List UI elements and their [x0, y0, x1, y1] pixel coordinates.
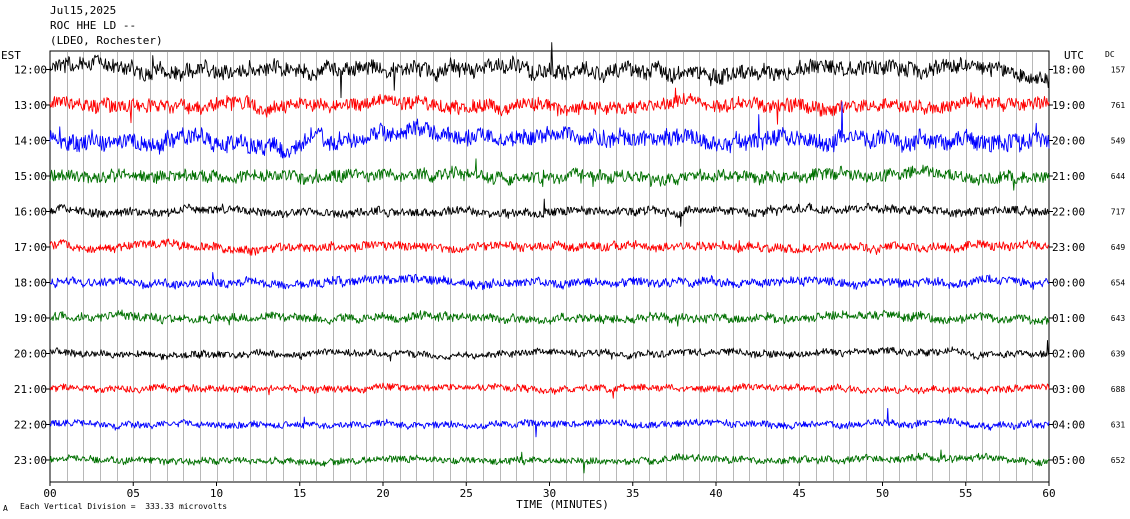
x-tick-label: 30 — [543, 487, 556, 500]
chart-date: Jul15,2025 — [50, 4, 117, 17]
dc-offset-label: 549 — [1111, 137, 1126, 146]
seismic-trace — [49, 309, 1050, 327]
x-tick-label: 45 — [793, 487, 806, 500]
est-hour-label: 15:00 — [14, 170, 47, 183]
dc-offset-label: 652 — [1111, 456, 1126, 465]
seismic-trace — [49, 101, 1050, 159]
dc-axis-label: DC — [1105, 50, 1115, 59]
est-hour-label: 20:00 — [14, 348, 47, 361]
seismic-trace — [49, 449, 1050, 474]
station-network: (LDEO, Rochester) — [50, 34, 163, 47]
utc-hour-label: 18:00 — [1052, 64, 1085, 77]
dc-offset-label: 761 — [1111, 101, 1126, 110]
est-axis-label: EST — [1, 49, 21, 62]
dc-offset-label: 717 — [1111, 208, 1126, 217]
seismic-trace — [49, 87, 1050, 125]
est-hour-label: 21:00 — [14, 383, 47, 396]
est-hour-label: 22:00 — [14, 419, 47, 432]
x-tick-label: 50 — [876, 487, 889, 500]
utc-hour-label: 02:00 — [1052, 348, 1085, 361]
x-tick-label: 25 — [460, 487, 473, 500]
utc-hour-label: 00:00 — [1052, 277, 1085, 290]
x-tick-label: 10 — [210, 487, 223, 500]
x-tick-label: 55 — [959, 487, 972, 500]
x-tick-label: 15 — [293, 487, 306, 500]
x-tick-label: 40 — [709, 487, 722, 500]
est-hour-label: 12:00 — [14, 64, 47, 77]
dc-offset-label: 631 — [1111, 421, 1126, 430]
station-code: ROC HHE LD -- — [50, 19, 137, 32]
x-axis-label: TIME (MINUTES) — [516, 498, 609, 511]
est-hour-label: 16:00 — [14, 206, 47, 219]
dc-offset-label: 654 — [1111, 279, 1126, 288]
utc-hour-label: 04:00 — [1052, 419, 1085, 432]
est-hour-label: 13:00 — [14, 99, 47, 112]
dc-offset-label: 644 — [1111, 172, 1126, 181]
seismic-trace — [49, 407, 1050, 438]
plot-frame — [49, 50, 1050, 483]
seismic-trace — [49, 238, 1050, 256]
footer-mark: A — [3, 504, 8, 513]
utc-axis-label: UTC — [1064, 49, 1084, 62]
utc-hour-label: 01:00 — [1052, 312, 1085, 325]
seismic-trace — [49, 198, 1050, 227]
x-tick-label: 00 — [43, 487, 56, 500]
x-tick-label: 35 — [626, 487, 639, 500]
x-tick-label: 60 — [1042, 487, 1055, 500]
x-tick-label: 05 — [127, 487, 140, 500]
dc-offset-label: 639 — [1111, 350, 1126, 359]
utc-hour-label: 05:00 — [1052, 454, 1085, 467]
utc-hour-label: 20:00 — [1052, 135, 1085, 148]
x-tick-label: 20 — [376, 487, 389, 500]
est-hour-label: 14:00 — [14, 135, 47, 148]
utc-hour-label: 19:00 — [1052, 99, 1085, 112]
seismic-trace — [49, 158, 1050, 191]
seismic-trace — [49, 339, 1050, 362]
utc-hour-label: 21:00 — [1052, 170, 1085, 183]
dc-offset-label: 643 — [1111, 314, 1126, 323]
scale-note: Each Vertical Division = 333.33 microvol… — [20, 502, 228, 511]
dc-offset-label: 157 — [1111, 66, 1126, 75]
est-hour-label: 17:00 — [14, 241, 47, 254]
dc-offset-label: 649 — [1111, 243, 1126, 252]
est-hour-label: 19:00 — [14, 312, 47, 325]
utc-hour-label: 23:00 — [1052, 241, 1085, 254]
est-hour-label: 18:00 — [14, 277, 47, 290]
est-hour-label: 23:00 — [14, 454, 47, 467]
dc-offset-label: 688 — [1111, 385, 1126, 394]
seismic-trace — [49, 382, 1050, 399]
utc-hour-label: 03:00 — [1052, 383, 1085, 396]
utc-hour-label: 22:00 — [1052, 206, 1085, 219]
seismic-trace — [49, 271, 1050, 291]
seismic-trace — [49, 42, 1050, 99]
